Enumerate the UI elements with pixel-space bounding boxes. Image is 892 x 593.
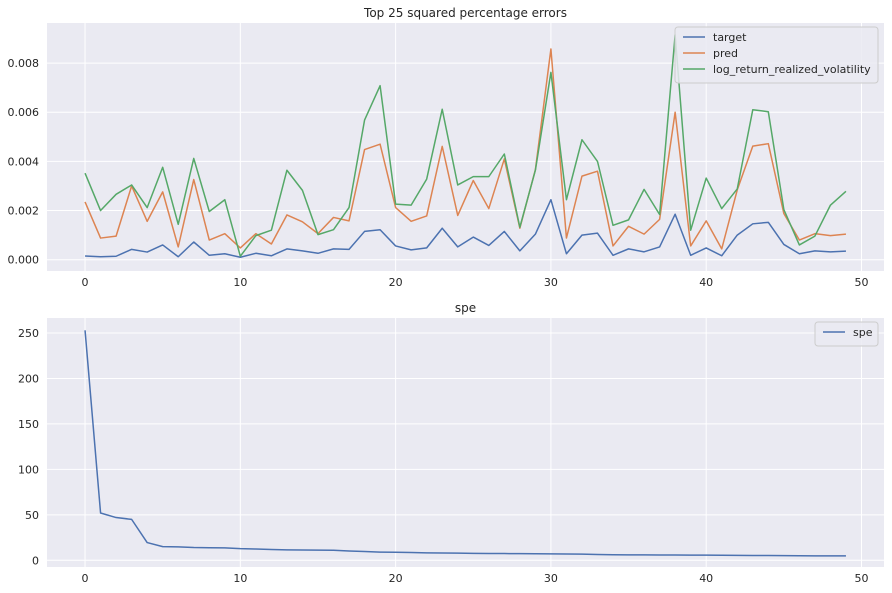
chart2-title: spe bbox=[455, 301, 476, 315]
chart1-x-tick-label: 40 bbox=[699, 276, 713, 289]
chart2-plot-area bbox=[47, 318, 884, 567]
chart2-y-tick-label: 50 bbox=[25, 509, 39, 522]
chart1-y-tick-label: 0.004 bbox=[8, 155, 40, 168]
chart1-legend-label-log_return_realized_volatility: log_return_realized_volatility bbox=[713, 63, 871, 76]
chart2-y-tick-label: 250 bbox=[18, 327, 39, 340]
chart1-x-tick-label: 30 bbox=[544, 276, 558, 289]
chart1-group: 0 10 20 30 40 50 0.000 0.002 0.004 0.006 0.008 Top … bbox=[8, 6, 884, 289]
chart2-y-tick-label: 150 bbox=[18, 418, 39, 431]
chart2-x-tick-label: 50 bbox=[854, 572, 868, 585]
chart1-y-tick-label: 0.000 bbox=[8, 254, 40, 267]
chart2-legend-label-spe: spe bbox=[853, 326, 873, 339]
chart2-legend-box bbox=[814, 321, 879, 347]
chart1-series-line-target bbox=[85, 198, 846, 258]
chart2-group: 0 10 20 30 40 50 0 50 100 150 200 250 spe spe bbox=[18, 301, 884, 585]
chart1-series-line-log_return_realized_volatility bbox=[84, 34, 847, 257]
chart1-legend-label-pred: pred bbox=[713, 47, 738, 60]
chart1-x-tick-label: 50 bbox=[854, 276, 868, 289]
chart2-y-tick-label: 100 bbox=[18, 463, 39, 476]
chart2-y-tick-label: 0 bbox=[32, 554, 39, 567]
chart1-series-line-pred bbox=[84, 48, 847, 250]
chart1-x-tick-label: 10 bbox=[233, 276, 247, 289]
chart1-y-tick-label: 0.008 bbox=[8, 57, 40, 70]
chart1-title: Top 25 squared percentage errors bbox=[363, 6, 567, 20]
chart2-x-tick-label: 20 bbox=[389, 572, 403, 585]
chart1-y-tick-label: 0.006 bbox=[8, 106, 40, 119]
chart2-x-tick-label: 30 bbox=[544, 572, 558, 585]
chart1-y-tick-label: 0.002 bbox=[8, 205, 40, 218]
chart1-legend-box bbox=[674, 26, 879, 84]
chart2-y-tick-label: 200 bbox=[18, 372, 39, 385]
chart1-x-tick-label: 20 bbox=[389, 276, 403, 289]
chart2-series-line-spe bbox=[84, 330, 846, 557]
chart1-legend-label-target: target bbox=[713, 31, 747, 44]
chart2-x-tick-label: 0 bbox=[82, 572, 89, 585]
chart1-x-tick-label: 0 bbox=[82, 276, 89, 289]
chart2-x-tick-label: 10 bbox=[233, 572, 247, 585]
chart2-x-tick-label: 40 bbox=[699, 572, 713, 585]
